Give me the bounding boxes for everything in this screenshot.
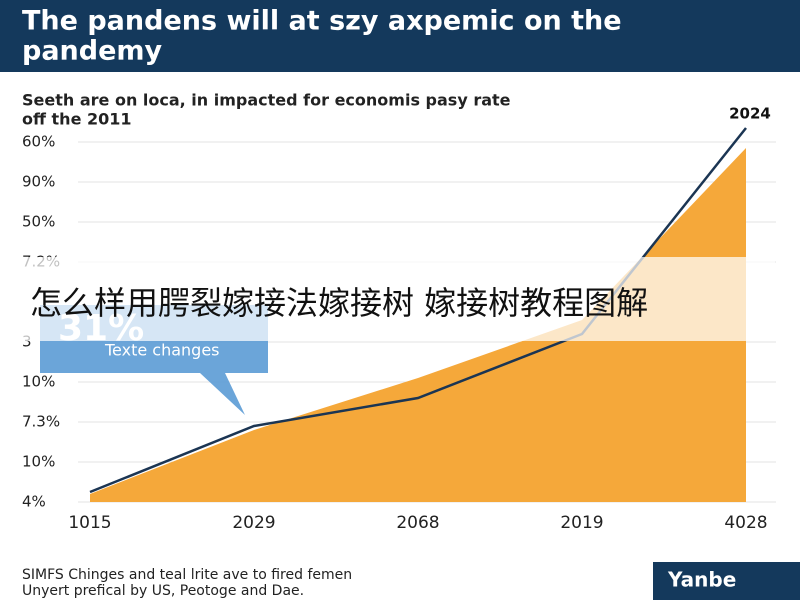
y-tick-label: 60%: [22, 133, 55, 151]
y-tick-label: 3: [22, 333, 32, 351]
x-tick-label: 1015: [68, 513, 111, 533]
x-tick-label: 2068: [396, 513, 439, 533]
end-label: 2024: [729, 105, 771, 123]
y-tick-label: 4%: [22, 493, 46, 511]
logo-box: [653, 562, 800, 600]
y-tick-label: 7.3%: [22, 413, 60, 431]
y-tick-label: 50%: [22, 213, 55, 231]
chart-subtitle: off the 2011: [22, 110, 132, 129]
chart-title: The pandens will at szy axpemic on the: [22, 6, 622, 37]
callout-text: Texte changes: [104, 341, 220, 360]
x-tick-label: 2019: [560, 513, 603, 533]
header-band: [0, 0, 800, 72]
footer-line: SIMFS Chinges and teal lrite ave to fire…: [22, 567, 352, 583]
x-tick-label: 4028: [724, 513, 767, 533]
area: [90, 148, 746, 502]
y-tick-label: 90%: [22, 173, 55, 191]
footer-line: Unyert prefical by US, Peotoge and Dae.: [22, 583, 304, 599]
logo: Yanbe: [667, 568, 736, 592]
x-tick-label: 2029: [232, 513, 275, 533]
y-tick-label: 10%: [22, 373, 55, 391]
y-tick-label: 10%: [22, 453, 55, 471]
overlay-text: 怎么样用腭裂嫁接法嫁接树 嫁接树教程图解: [30, 284, 648, 322]
chart-subtitle: Seeth are on loca, in impacted for econo…: [22, 91, 511, 110]
chart-title: pandemy: [22, 36, 163, 67]
overlay-band: [0, 257, 775, 341]
